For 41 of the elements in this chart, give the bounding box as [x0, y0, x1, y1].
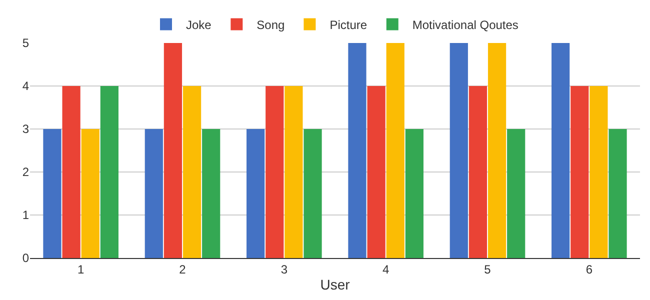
y-tick-label: 1 — [22, 208, 30, 222]
bar — [246, 129, 265, 258]
bar — [590, 86, 608, 258]
bar — [367, 86, 386, 258]
legend-label: Joke — [186, 18, 212, 32]
bar — [81, 129, 100, 258]
x-axis-title: User — [320, 276, 350, 293]
bar — [507, 129, 526, 258]
bar — [488, 43, 506, 258]
y-tick-label: 0 — [22, 251, 30, 266]
bar — [608, 129, 627, 258]
bar — [348, 43, 366, 258]
bar — [100, 86, 118, 258]
bar — [144, 129, 163, 258]
x-tick-label: 5 — [484, 262, 492, 276]
bar — [164, 43, 182, 258]
bar — [386, 43, 404, 258]
bar — [468, 86, 488, 258]
bar — [202, 129, 220, 258]
x-tick-label: 1 — [77, 262, 84, 276]
bar — [284, 86, 303, 258]
bar — [552, 43, 570, 258]
x-tick-label: 3 — [280, 262, 288, 276]
bar — [570, 86, 589, 258]
y-tick-label: 3 — [22, 122, 30, 136]
legend-label: Song — [256, 18, 285, 32]
y-tick-label: 5 — [22, 36, 30, 50]
y-tick-label: 4 — [22, 79, 30, 94]
bar — [62, 86, 80, 258]
x-tick-label: 2 — [179, 262, 186, 276]
x-tick-label: 4 — [382, 262, 390, 276]
bar — [405, 129, 424, 258]
x-tick-label: 6 — [586, 262, 593, 276]
bar — [266, 86, 284, 258]
legend-label: Picture — [330, 18, 368, 32]
bar — [43, 129, 62, 258]
bar — [450, 43, 468, 258]
bar — [304, 129, 322, 258]
bar — [182, 86, 202, 258]
y-tick-label: 2 — [22, 165, 30, 180]
legend-label: Motivational Qoutes — [412, 18, 518, 32]
